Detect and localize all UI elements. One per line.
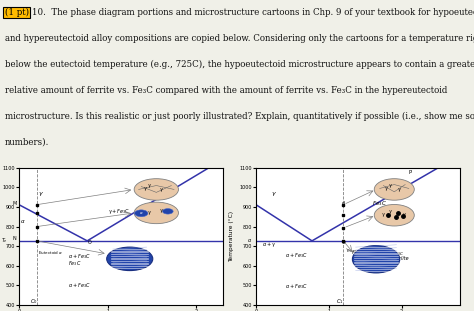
Text: $Fe_3C$: $Fe_3C$	[68, 259, 81, 267]
Text: $\gamma$: $\gamma$	[147, 210, 153, 217]
Text: $\gamma$: $\gamma$	[143, 185, 148, 193]
Ellipse shape	[134, 179, 179, 200]
Text: Eutectoid $\alpha$: Eutectoid $\alpha$	[38, 249, 64, 256]
Text: below the eutectoid temperature (e.g., 725C), the hypoeutectoid microstructure a: below the eutectoid temperature (e.g., 7…	[5, 60, 474, 69]
Text: Pearlite: Pearlite	[391, 256, 409, 261]
Ellipse shape	[374, 205, 414, 226]
Text: $\alpha+Fe_3C$: $\alpha+Fe_3C$	[68, 281, 91, 290]
Text: $Fe_3C$: $Fe_3C$	[373, 199, 387, 208]
Text: $\gamma$: $\gamma$	[159, 186, 164, 194]
Text: $\alpha+Fe_3C$: $\alpha+Fe_3C$	[68, 252, 91, 261]
Text: Eutectoid $Fe_3C$: Eutectoid $Fe_3C$	[373, 250, 405, 258]
Text: (1 pt): (1 pt)	[5, 8, 29, 17]
Text: $C_1$: $C_1$	[336, 297, 344, 306]
Text: $\gamma$: $\gamma$	[271, 190, 276, 198]
Text: $\gamma$: $\gamma$	[384, 185, 389, 193]
Text: numbers).: numbers).	[5, 137, 49, 146]
Ellipse shape	[163, 209, 173, 214]
Text: Proeutectoid: Proeutectoid	[347, 249, 373, 253]
Text: $\alpha+\gamma$: $\alpha+\gamma$	[262, 240, 276, 249]
Text: $\alpha$: $\alpha$	[139, 210, 144, 216]
Text: $\gamma$: $\gamma$	[388, 182, 393, 190]
Text: $\alpha+Fe_3C$: $\alpha+Fe_3C$	[285, 251, 308, 260]
Text: $Fe_3C$: $Fe_3C$	[351, 249, 362, 257]
Text: O: O	[88, 240, 92, 245]
Text: $\alpha+Fe_3C$: $\alpha+Fe_3C$	[285, 282, 308, 291]
Y-axis label: Temperature (°C): Temperature (°C)	[229, 211, 234, 262]
Text: $\alpha$: $\alpha$	[20, 218, 26, 225]
Text: Pearlite: Pearlite	[108, 256, 126, 261]
Ellipse shape	[134, 202, 179, 224]
Text: $\gamma$: $\gamma$	[401, 211, 407, 220]
Text: $\gamma+Fe_3C$: $\gamma+Fe_3C$	[108, 207, 130, 216]
Text: d: d	[342, 201, 345, 206]
Text: Proeutectoid $\alpha$: Proeutectoid $\alpha$	[117, 250, 148, 257]
Text: $\gamma$: $\gamma$	[397, 186, 402, 194]
Text: and hypereutectoid alloy compositions are copied below. Considering only the car: and hypereutectoid alloy compositions ar…	[5, 34, 474, 43]
Text: relative amount of ferrite vs. Fe₃C compared with the amount of ferrite vs. Fe₃C: relative amount of ferrite vs. Fe₃C comp…	[5, 86, 447, 95]
Text: $\gamma$: $\gamma$	[388, 208, 393, 216]
Text: $\alpha$: $\alpha$	[247, 237, 252, 244]
Text: $\gamma$: $\gamma$	[147, 183, 153, 191]
Text: P: P	[409, 170, 412, 175]
Text: N: N	[12, 236, 16, 241]
Ellipse shape	[135, 210, 148, 217]
Ellipse shape	[107, 247, 153, 271]
Ellipse shape	[352, 246, 400, 273]
Text: microstructure. Is this realistic or just poorly illustrated? Explain, quantitat: microstructure. Is this realistic or jus…	[5, 111, 474, 121]
Text: M: M	[12, 201, 16, 206]
Text: $\gamma$: $\gamma$	[381, 211, 386, 220]
Text: (1 pt) 10.  The phase diagram portions and microstructure cartoons in Chp. 9 of : (1 pt) 10. The phase diagram portions an…	[5, 8, 474, 17]
Text: $C_0$: $C_0$	[29, 297, 37, 306]
Text: O: O	[342, 240, 346, 245]
Text: $\gamma$: $\gamma$	[159, 207, 164, 215]
Ellipse shape	[374, 179, 414, 200]
Text: $\gamma$: $\gamma$	[38, 190, 44, 198]
Text: $T_e$: $T_e$	[1, 236, 9, 245]
